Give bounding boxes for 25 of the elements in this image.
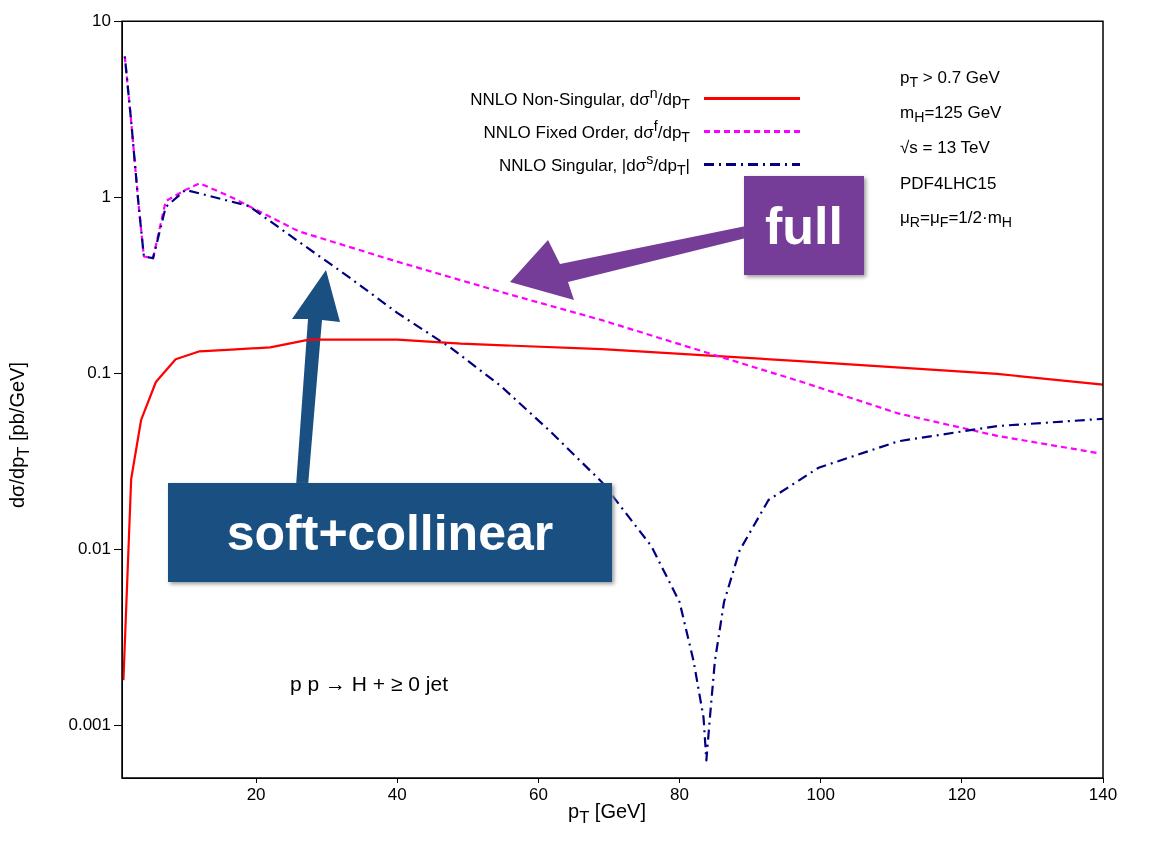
x-tick-label: 20 bbox=[246, 784, 266, 804]
line-series bbox=[123, 55, 1103, 762]
annotation: soft+collinear bbox=[168, 483, 612, 582]
annotation: μ$_{R}$=μ$_{F}$=1/2·m$_{H}$ bbox=[900, 208, 1013, 231]
y-tick-label: 1 bbox=[101, 186, 111, 206]
x-axis-title: p$_{T}$ [GeV] bbox=[568, 800, 647, 828]
y-tick-label: 0.001 bbox=[68, 714, 111, 734]
x-tick-label: 40 bbox=[387, 784, 407, 804]
legend-label: NNLO Singular, |dσ$^{s}$/dp$_{T}$| bbox=[499, 150, 690, 179]
x-tick-label: 100 bbox=[806, 784, 835, 804]
x-tick-label: 120 bbox=[947, 784, 977, 804]
legend-label: NNLO Non-Singular, dσ$^{n}$/dp$_{T}$ bbox=[470, 84, 690, 113]
x-tick-label: 60 bbox=[528, 784, 548, 804]
annotation: PDF4LHC15 bbox=[900, 174, 997, 194]
annotation: p p → H + ≥ 0 jet bbox=[290, 672, 449, 696]
y-tick-label: 0.1 bbox=[87, 362, 111, 382]
legend-label: NNLO Fixed Order, dσ$^{f}$/dp$_{T}$ bbox=[483, 117, 690, 146]
y-tick-label: 0.01 bbox=[77, 538, 111, 558]
x-tick-label: 80 bbox=[670, 784, 690, 804]
annotation: m$_{H}$=125 GeV bbox=[900, 103, 1002, 126]
y-tick-label: 10 bbox=[92, 10, 111, 30]
annotation: √s = 13 TeV bbox=[900, 138, 990, 158]
x-tick-label: 140 bbox=[1088, 784, 1118, 804]
annotation: p$_{T}$ > 0.7 GeV bbox=[900, 68, 1000, 91]
annotation: full bbox=[744, 176, 864, 275]
